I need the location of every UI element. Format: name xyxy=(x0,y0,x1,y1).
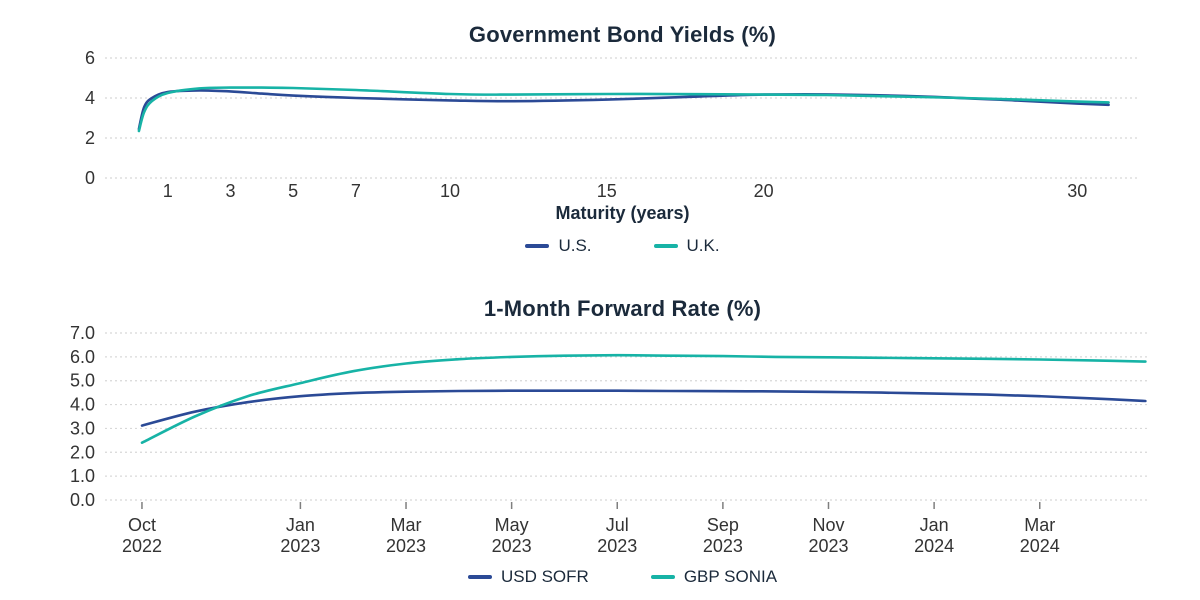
legend-item-u-s: U.S. xyxy=(525,236,592,256)
forward-rate-x-tick-label-year: 2023 xyxy=(386,536,426,556)
forward-rate-y-tick-label: 1.0 xyxy=(70,466,95,486)
legend-label: GBP SONIA xyxy=(683,567,778,586)
series-line-gbp-sonia xyxy=(140,353,1147,444)
forward-rate-x-tick-label-year: 2023 xyxy=(280,536,320,556)
forward-rate-x-tick-label: Jul xyxy=(606,515,629,535)
forward-rate-x-tick-label: Sep xyxy=(707,515,739,535)
bond-yields-y-tick-label: 6 xyxy=(85,48,95,68)
forward-rate-x-tick-label-year: 2024 xyxy=(914,536,954,556)
bond-yields-title: Government Bond Yields (%) xyxy=(468,22,777,47)
bond-yields-x-tick-label: 3 xyxy=(225,181,235,201)
bond-yields-x-tick-label: 10 xyxy=(440,181,460,201)
forward-rate-x-tick-label: Jan xyxy=(286,515,315,535)
bond-yields-legend: U.S. U.K. xyxy=(45,236,1200,256)
legend-item-gbp-sonia: GBP SONIA xyxy=(650,567,778,587)
forward-rate-x-tick-label: May xyxy=(495,515,529,535)
forward-rate-x-tick-label: Mar xyxy=(391,515,422,535)
bond-yields-x-tick-label: 5 xyxy=(288,181,298,201)
legend-item-usd-sofr: USD SOFR xyxy=(467,567,589,587)
forward-rate-x-tick-label-year: 2023 xyxy=(597,536,637,556)
forward-rate-y-tick-label: 5.0 xyxy=(70,371,95,391)
forward-rate-y-tick-label: 0.0 xyxy=(70,490,95,510)
bond-yields-x-tick-label: 30 xyxy=(1067,181,1087,201)
series-line-usd-sofr xyxy=(140,389,1147,427)
forward-rate-x-tick-label: Jan xyxy=(920,515,949,535)
forward-rate-x-tick-label-year: 2023 xyxy=(703,536,743,556)
legend-item-u-k: U.K. xyxy=(653,236,720,256)
forward-rate-x-tick-label: Nov xyxy=(812,515,844,535)
legend-label: USD SOFR xyxy=(500,567,589,586)
legend-swatch xyxy=(467,575,492,579)
legend-label: U.S. xyxy=(558,236,592,255)
forward-rate-y-tick-label: 2.0 xyxy=(70,442,95,462)
forward-rate-x-tick-label: Mar xyxy=(1024,515,1055,535)
bond-yields-y-tick-label: 0 xyxy=(85,168,95,188)
series-line-u-s xyxy=(137,89,1110,131)
bond-yields-x-tick-label: 20 xyxy=(754,181,774,201)
legend-swatch xyxy=(653,244,678,248)
forward-rate-y-tick-label: 7.0 xyxy=(70,323,95,343)
maturity-axis-title: Maturity (years) xyxy=(555,203,690,223)
bond-yields-x-tick-label: 7 xyxy=(351,181,361,201)
forward-rate-x-tick-label-year: 2023 xyxy=(808,536,848,556)
forward-rate-legend: USD SOFR GBP SONIA xyxy=(45,567,1200,587)
forward-rate-y-tick-label: 3.0 xyxy=(70,418,95,438)
series-line-u-k xyxy=(137,86,1110,133)
forward-rate-x-tick-label-year: 2023 xyxy=(492,536,532,556)
bond-yields-y-tick-label: 2 xyxy=(85,128,95,148)
legend-swatch xyxy=(650,575,675,579)
forward-rate-x-tick-label: Oct xyxy=(128,515,156,535)
bond-yields-y-tick-label: 4 xyxy=(85,88,95,108)
legend-swatch xyxy=(525,244,550,248)
forward-rate-title: 1-Month Forward Rate (%) xyxy=(483,296,762,321)
bond-yields-x-tick-label: 15 xyxy=(597,181,617,201)
forward-rate-x-tick-label-year: 2024 xyxy=(1020,536,1060,556)
forward-rate-y-tick-label: 4.0 xyxy=(70,395,95,415)
forward-rate-y-tick-label: 6.0 xyxy=(70,347,95,367)
bond-yields-x-tick-label: 1 xyxy=(163,181,173,201)
forward-rate-x-tick-label-year: 2022 xyxy=(122,536,162,556)
legend-label: U.K. xyxy=(686,236,720,255)
